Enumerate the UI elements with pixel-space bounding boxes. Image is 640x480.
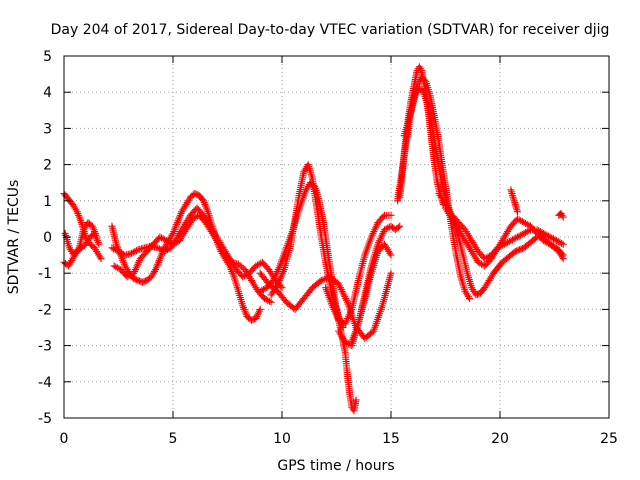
y-tick-label: 2 (43, 158, 52, 174)
data-point-fill (558, 250, 566, 258)
data-point (465, 295, 473, 303)
y-tick-label: -3 (38, 339, 52, 355)
x-tick-label: 0 (60, 431, 69, 447)
y-tick-label: 3 (43, 121, 52, 137)
data-point (278, 284, 286, 292)
data-point (134, 276, 142, 284)
data-point-fill (558, 239, 566, 247)
data-point (247, 316, 255, 324)
data-point (513, 208, 521, 216)
data-point-fill (514, 246, 522, 254)
y-tick-label: -1 (38, 266, 52, 282)
y-tick-label: -5 (38, 411, 52, 427)
data-point-fill (74, 245, 82, 253)
x-tick-label: 25 (600, 431, 618, 447)
x-tick-label: 10 (273, 431, 291, 447)
data-point (352, 396, 360, 404)
data-point (138, 278, 146, 286)
x-tick-label: 15 (382, 431, 400, 447)
data-point (516, 246, 524, 254)
data-point-fill (379, 213, 387, 221)
data-point (95, 240, 103, 248)
data-point-fill (517, 245, 525, 253)
data-point (387, 269, 395, 277)
data-point (559, 240, 567, 248)
data-point (317, 276, 325, 284)
data-point (559, 251, 567, 259)
data-point-fill (321, 275, 329, 283)
y-tick-label: 4 (43, 85, 52, 101)
x-tick-label: 5 (169, 431, 178, 447)
data-point-fill (384, 224, 392, 232)
data-point (559, 213, 567, 221)
data-point-fill (113, 264, 121, 272)
data-point-fill (249, 316, 257, 324)
x-axis-label: GPS time / hours (277, 458, 394, 474)
data-point-fill (132, 247, 140, 255)
data-point (387, 211, 395, 219)
data-point-fill (131, 275, 139, 283)
data-point-fill (319, 276, 327, 284)
data-point-fill (133, 276, 141, 284)
y-tick-label: -4 (38, 375, 52, 391)
data-point-fill (192, 190, 200, 198)
chart-title: Day 204 of 2017, Sidereal Day-to-day VTE… (51, 22, 610, 38)
data-point (472, 291, 480, 299)
x-tick-label: 20 (491, 431, 509, 447)
data-point (511, 247, 519, 255)
data-markers (60, 63, 567, 415)
data-point-fill (264, 296, 272, 304)
grid (64, 56, 609, 418)
data-point (97, 255, 105, 263)
y-tick-label: 1 (43, 194, 52, 210)
y-axis-label: SDTVAR / TECUs (6, 180, 22, 295)
data-point-fill (140, 278, 148, 286)
axis-ticks: 0 5 10 15 20 25 -5 -4 -3 -2 -1 0 1 2 3 4 5 (38, 49, 618, 447)
data-point (396, 222, 404, 230)
data-point (191, 190, 199, 198)
y-tick-label: -2 (38, 302, 52, 318)
data-point (267, 298, 275, 306)
data-point-fill (265, 297, 273, 305)
data-point-fill (513, 247, 521, 255)
data-point-fill (473, 290, 481, 298)
data-point (93, 233, 101, 241)
data-point (256, 305, 264, 313)
y-tick-label: 0 (43, 230, 52, 246)
data-point-fill (394, 223, 402, 231)
data-point (387, 251, 395, 259)
y-tick-label: 5 (43, 49, 52, 65)
